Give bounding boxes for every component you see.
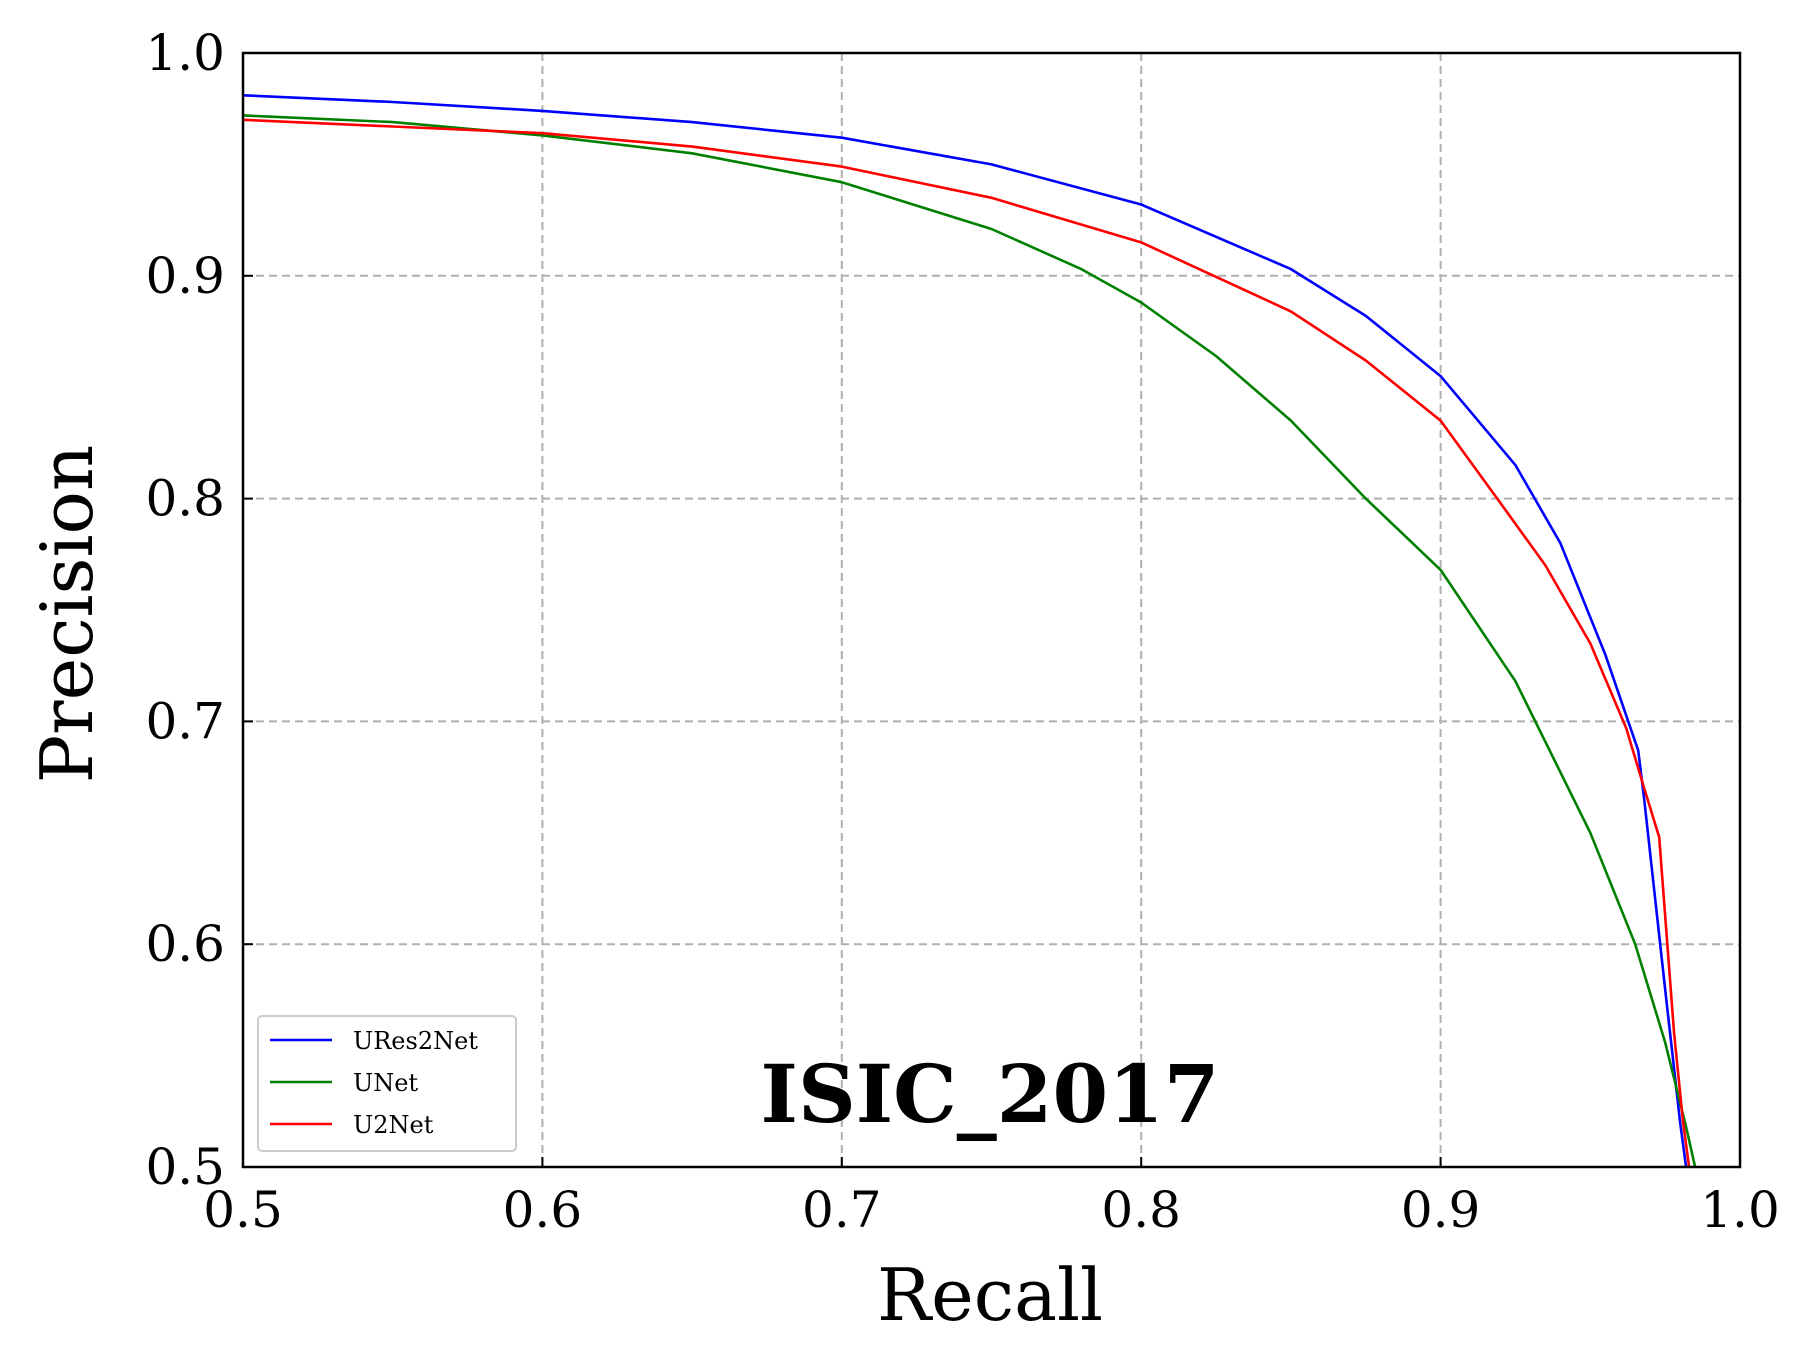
x-tick-label: 0.6 [503,1181,583,1239]
series-lines [242,94,1697,1168]
series-line-ures2net [242,94,1688,1168]
legend-entries: URes2Net UNet U2Net [270,1027,478,1139]
y-tick-label: 0.5 [145,1138,225,1196]
series-line-unet [242,114,1697,1168]
x-tick-label: 0.7 [802,1181,882,1239]
axis-ticks: 0.5 0.6 0.7 0.8 0.9 1.0 0.5 0.6 0.7 0.8 0.9 1.0 [145,24,1779,1239]
y-tick-label: 1.0 [145,24,225,82]
legend-label-unet: UNet [353,1069,418,1097]
y-tick-label: 0.8 [145,470,225,528]
series-line-u2net [242,118,1691,1168]
y-tick-label: 0.7 [145,692,225,750]
x-tick-label: 0.5 [203,1181,283,1239]
x-tick-label: 0.8 [1101,1181,1181,1239]
legend-box [257,1015,517,1152]
legend-label-u2net: U2Net [353,1111,434,1139]
plot-frame [241,51,1742,1169]
chart-title: ISIC_2017 [761,1047,1220,1141]
x-tick-label: 0.9 [1401,1181,1481,1239]
legend-label-ures2net: URes2Net [353,1027,478,1055]
grid-lines [243,53,1740,1167]
x-axis-title: Recall [877,1253,1103,1337]
y-axis-title: Precision [25,445,109,784]
y-tick-label: 0.9 [145,247,225,305]
x-tick-label: 1.0 [1700,1181,1780,1239]
legend: URes2Net UNet U2Net [257,1015,517,1152]
y-tick-label: 0.6 [145,915,225,973]
